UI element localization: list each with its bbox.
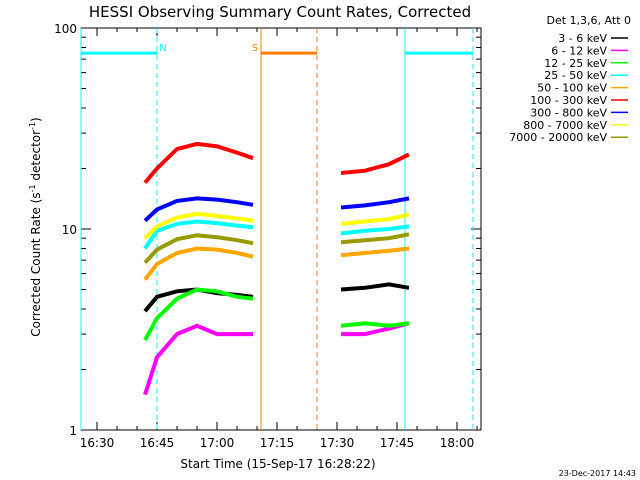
legend-label-7: 800 - 7000 keV — [523, 119, 607, 132]
x-tick-label-0: 16:30 — [80, 436, 115, 450]
series-line-50-100-kev-a — [143, 246, 254, 281]
legend-label-6: 300 - 800 keV — [530, 106, 607, 119]
footer-timestamp: 23-Dec-2017 14:43 — [559, 469, 636, 478]
series-line-12-25-kev-b — [340, 321, 410, 328]
y-tick-label-1: 10 — [62, 223, 77, 237]
series-line-100-300-kev-a — [143, 141, 254, 184]
legend-label-3: 25 - 50 keV — [544, 69, 607, 82]
chart-title: HESSI Observing Summary Count Rates, Cor… — [89, 3, 471, 21]
plot-frame — [80, 27, 482, 431]
x-axis-label: Start Time (15-Sep-17 16:28:22) — [180, 457, 375, 471]
series-line-3-6-kev-b — [340, 282, 410, 292]
series-line-25-50-kev-a — [143, 219, 254, 250]
series-line-100-300-kev-b — [340, 152, 410, 175]
series-line-800-7000-kev-b — [340, 212, 410, 226]
series-line-6-12-kev-a — [143, 323, 253, 396]
series-line-50-100-kev-b — [340, 246, 410, 258]
x-tick-label-3: 17:15 — [260, 436, 295, 450]
legend-label-4: 50 - 100 keV — [537, 82, 607, 95]
legend-title: Det 1,3,6, Att 0 — [547, 14, 631, 27]
legend-label-8: 7000 - 20000 keV — [509, 131, 607, 144]
series-line-300-800-kev-b — [340, 196, 410, 210]
y-axis-label: Corrected Count Rate (s-1 detector-1) — [28, 117, 43, 336]
series-line-7000-20000-kev-b — [340, 232, 410, 245]
x-tick-label-1: 16:45 — [140, 436, 175, 450]
legend-label-1: 6 - 12 keV — [551, 44, 607, 57]
saa-label-1: S — [252, 43, 258, 54]
x-tick-label-6: 18:00 — [440, 436, 475, 450]
series-line-7000-20000-kev-a — [143, 233, 254, 265]
x-tick-label-2: 17:00 — [200, 436, 235, 450]
night-label-0: N — [159, 43, 166, 54]
series-line-3-6-kev-a — [143, 287, 254, 313]
y-tick-label-2: 100 — [54, 22, 77, 36]
legend-label-2: 12 - 25 keV — [544, 57, 607, 70]
y-tick-label-0: 1 — [69, 424, 77, 438]
x-tick-label-4: 17:30 — [320, 436, 355, 450]
legend-label-0: 3 - 6 keV — [558, 32, 607, 45]
series-line-300-800-kev-a — [143, 196, 254, 223]
series-line-25-50-kev-b — [340, 224, 410, 236]
x-tick-label-5: 17:45 — [380, 436, 415, 450]
series-line-800-7000-kev-a — [143, 211, 254, 240]
legend-label-5: 100 - 300 keV — [530, 94, 607, 107]
series-line-12-25-kev-a — [143, 287, 254, 342]
